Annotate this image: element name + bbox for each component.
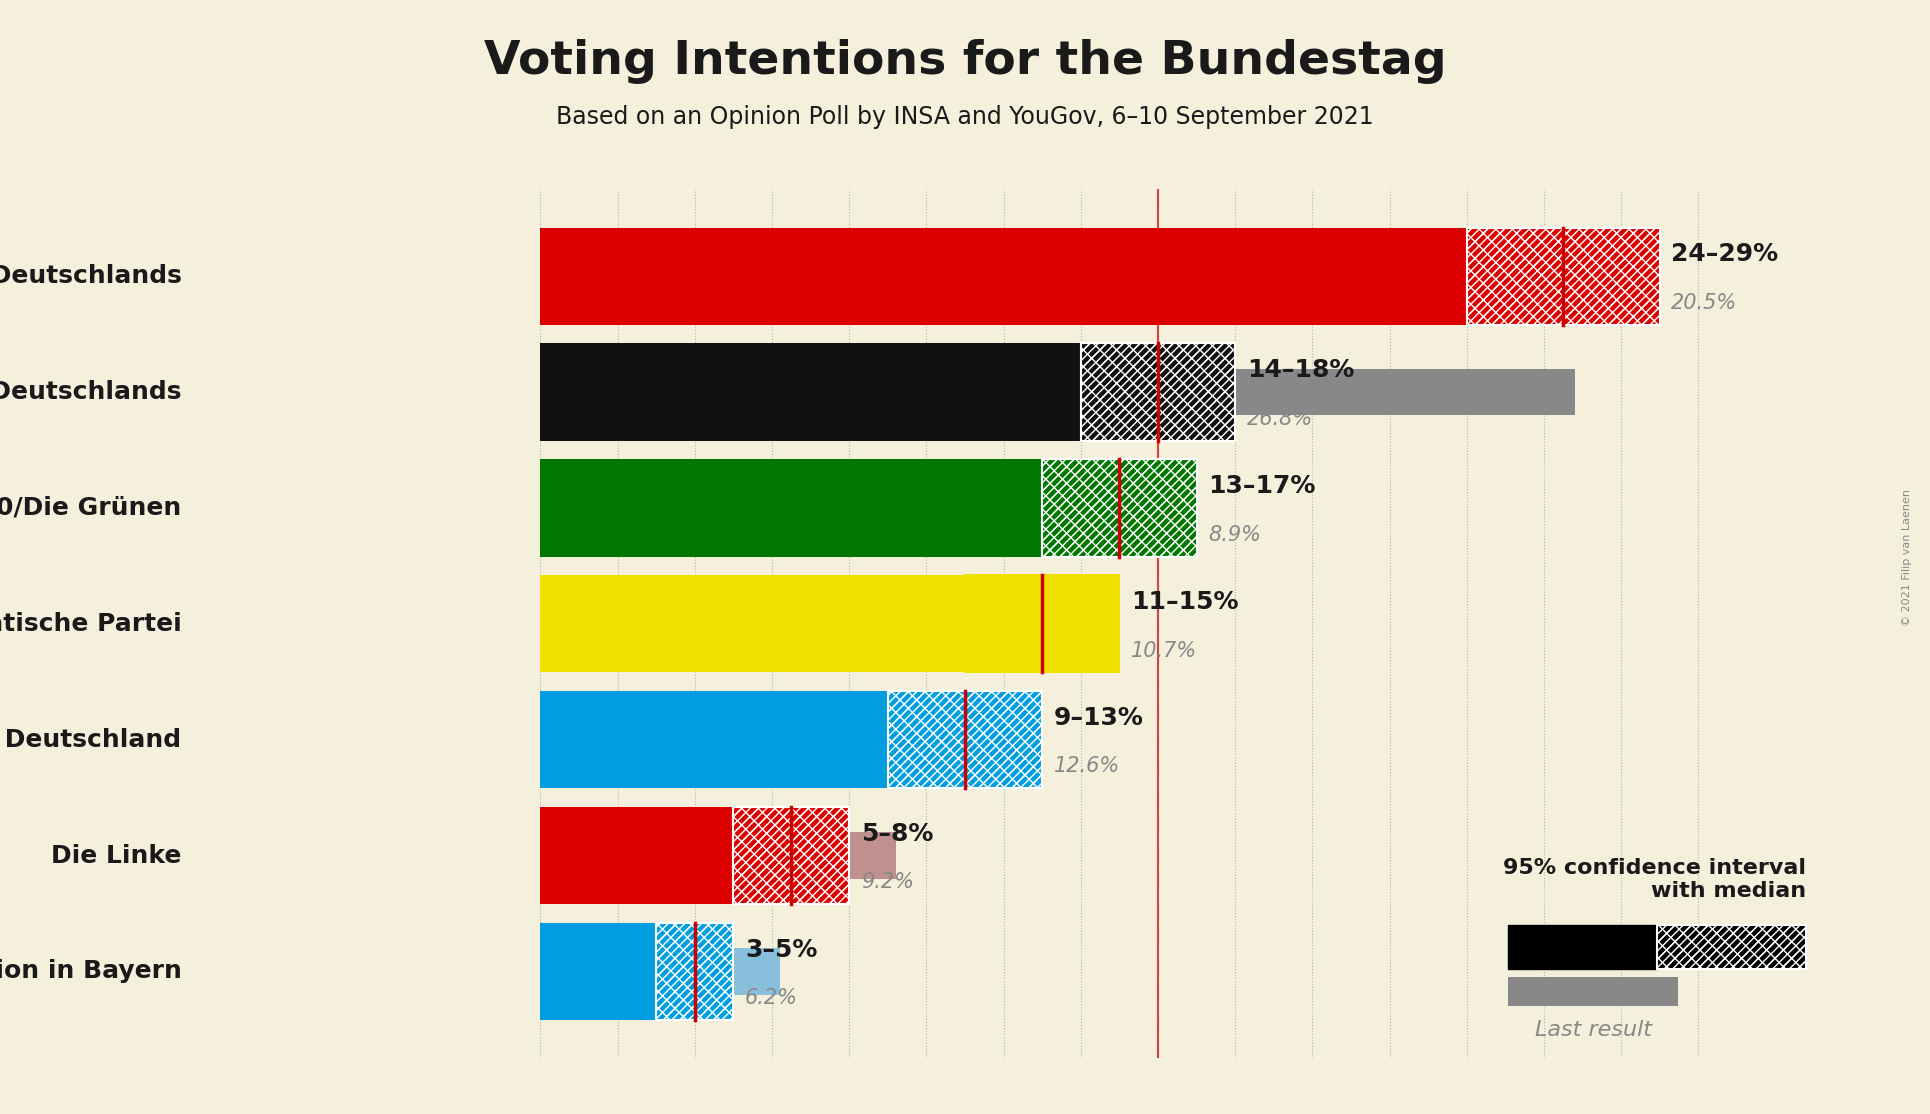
Bar <box>1042 459 1197 557</box>
Text: 8.9%: 8.9% <box>1208 525 1260 545</box>
Text: 10.7%: 10.7% <box>1131 641 1197 661</box>
Bar <box>540 575 965 673</box>
FancyBboxPatch shape <box>1509 925 1658 969</box>
Text: Sozialdemokratische Partei Deutschlands: Sozialdemokratische Partei Deutschlands <box>0 264 181 289</box>
Text: 26.8%: 26.8% <box>1247 409 1312 429</box>
Bar <box>965 575 1119 673</box>
Text: Die Linke: Die Linke <box>50 843 181 868</box>
Text: Alternative für Deutschland: Alternative für Deutschland <box>0 727 181 752</box>
Text: 6.2%: 6.2% <box>745 988 797 1008</box>
Text: 11–15%: 11–15% <box>1131 590 1239 614</box>
Text: 5–8%: 5–8% <box>861 822 934 846</box>
Bar <box>540 691 888 789</box>
Text: 12.6%: 12.6% <box>1054 756 1119 776</box>
Text: Christlich Demokratische Union Deutschlands: Christlich Demokratische Union Deutschla… <box>0 380 181 404</box>
Bar <box>656 922 733 1020</box>
Bar <box>1658 925 1806 969</box>
Text: 13–17%: 13–17% <box>1208 475 1316 498</box>
Text: Based on an Opinion Poll by INSA and YouGov, 6–10 September 2021: Based on an Opinion Poll by INSA and You… <box>556 105 1374 129</box>
Text: Bündnis 90/Die Grünen: Bündnis 90/Die Grünen <box>0 496 181 520</box>
Bar <box>1467 227 1660 325</box>
Text: Voting Intentions for the Bundestag: Voting Intentions for the Bundestag <box>484 39 1446 84</box>
Bar <box>540 369 1575 416</box>
Bar <box>540 922 656 1020</box>
Bar <box>733 807 849 905</box>
Bar <box>1658 925 1806 969</box>
Text: 9–13%: 9–13% <box>1054 706 1144 730</box>
Bar <box>540 485 884 531</box>
Bar <box>1509 977 1679 1006</box>
Bar <box>540 948 780 995</box>
Bar <box>540 600 953 647</box>
Bar <box>540 227 1467 325</box>
Bar <box>540 716 1027 763</box>
Text: 14–18%: 14–18% <box>1247 359 1355 382</box>
Text: 3–5%: 3–5% <box>745 938 818 961</box>
Bar <box>540 807 733 905</box>
Text: Last result: Last result <box>1534 1020 1652 1040</box>
Text: Christlich-Soziale Union in Bayern: Christlich-Soziale Union in Bayern <box>0 959 181 984</box>
Text: © 2021 Filip van Laenen: © 2021 Filip van Laenen <box>1901 489 1913 625</box>
Bar <box>965 575 1119 673</box>
Bar <box>1042 459 1197 557</box>
Text: 24–29%: 24–29% <box>1671 243 1779 266</box>
Bar <box>888 691 1042 789</box>
Bar <box>1081 343 1235 441</box>
Bar <box>540 253 1332 300</box>
Text: 9.2%: 9.2% <box>861 872 913 892</box>
Bar <box>733 807 849 905</box>
Text: 20.5%: 20.5% <box>1671 293 1737 313</box>
Bar <box>540 343 1081 441</box>
Text: 95% confidence interval
with median: 95% confidence interval with median <box>1503 858 1806 901</box>
Text: Freie Demokratische Partei: Freie Demokratische Partei <box>0 612 181 636</box>
Bar <box>540 459 1042 557</box>
Bar <box>540 832 896 879</box>
Bar <box>888 691 1042 789</box>
Bar <box>656 922 733 1020</box>
Bar <box>1081 343 1235 441</box>
Bar <box>1467 227 1660 325</box>
